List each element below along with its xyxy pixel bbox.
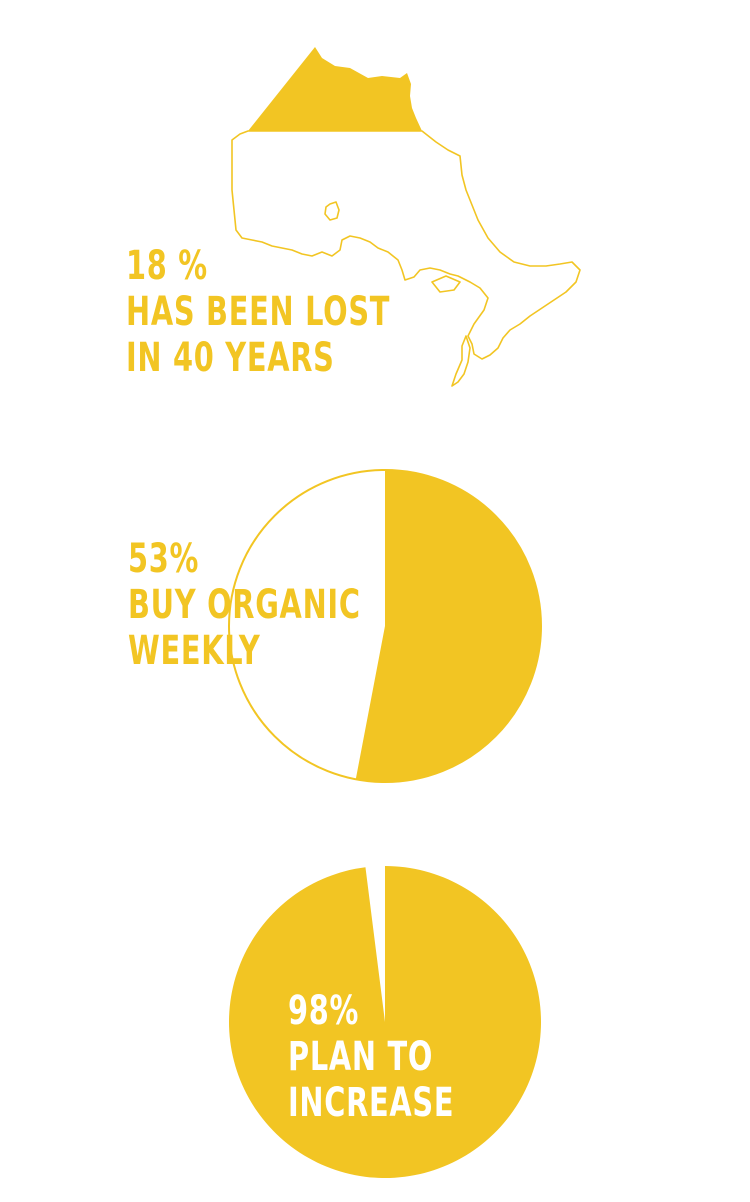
stat-line: PLAN TO [288,1034,434,1080]
stat-percent: 98% [288,988,360,1034]
stat-lost-farmland: 18 % HAS BEEN LOST IN 40 YEARS [126,243,390,381]
stat-percent: 18 % [126,243,208,289]
pie-slice-plan-to-increase [229,866,542,1178]
stat-line: HAS BEEN LOST [126,289,391,335]
ontario-outline [231,130,581,387]
pie-chart-organic [228,469,542,783]
pie-slice-buy-organic [355,470,541,782]
stat-plan-to-increase: 98% PLAN TO INCREASE [288,988,454,1126]
stat-line: IN 40 YEARS [126,335,335,381]
stat-line: WEEKLY [128,628,261,674]
stat-line: INCREASE [288,1080,455,1126]
stat-line: BUY ORGANIC [128,582,361,628]
stat-buy-organic: 53% BUY ORGANIC WEEKLY [128,536,361,674]
ontario-north-region [248,47,422,131]
stat-percent: 53% [128,536,200,582]
